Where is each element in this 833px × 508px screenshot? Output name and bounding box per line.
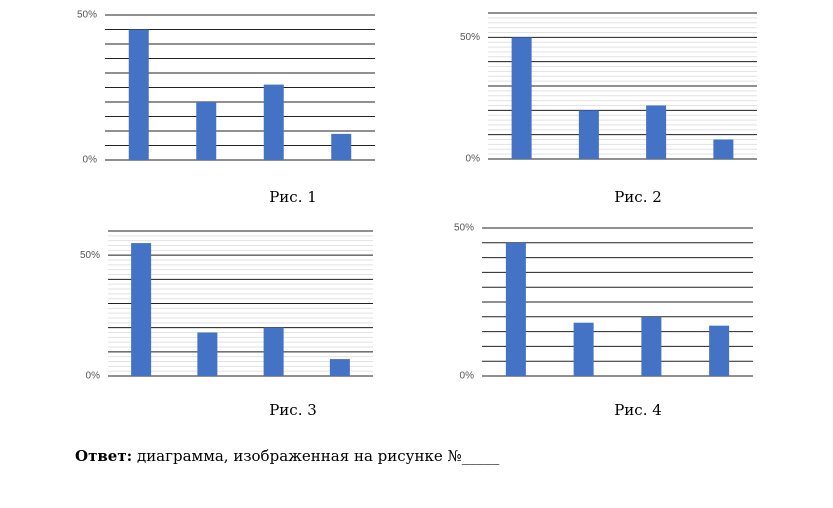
bar [573,322,594,376]
bar [713,139,734,159]
y-tick-label: 50% [77,10,97,21]
y-tick-label: 0% [460,371,475,382]
bar [197,332,218,376]
figure-caption: Рис. 4 [614,401,662,419]
bar [263,84,284,160]
bar [709,325,730,376]
bar [329,359,350,376]
bar [128,29,149,160]
bar [331,133,352,160]
figure-caption: Рис. 3 [269,401,317,419]
figure-caption: Рис. 2 [614,188,662,206]
y-tick-label: 50% [454,223,474,234]
answer-label: Ответ: [75,447,133,465]
answer: Ответ: диаграмма, изображенная на рисунк… [75,447,499,465]
bar [641,316,662,376]
y-tick-label: 0% [86,371,101,382]
bar [196,102,217,160]
bar [646,105,667,159]
bar [505,242,526,376]
figures: 0% 50% Рис. 1 0% 50% Рис. 2 0% 50% Рис. 3 0% 50% Ри… [77,10,757,419]
bar [511,37,532,160]
bar [263,327,284,376]
figure-caption: Рис. 1 [269,188,317,206]
y-tick-label: 0% [83,155,98,166]
y-tick-label: 0% [466,154,481,165]
bar [578,110,599,159]
y-tick-label: 50% [460,32,480,43]
y-tick-label: 50% [80,250,100,261]
answer-text: диаграмма, изображенная на рисунке №____… [136,447,500,465]
bar [131,243,152,376]
